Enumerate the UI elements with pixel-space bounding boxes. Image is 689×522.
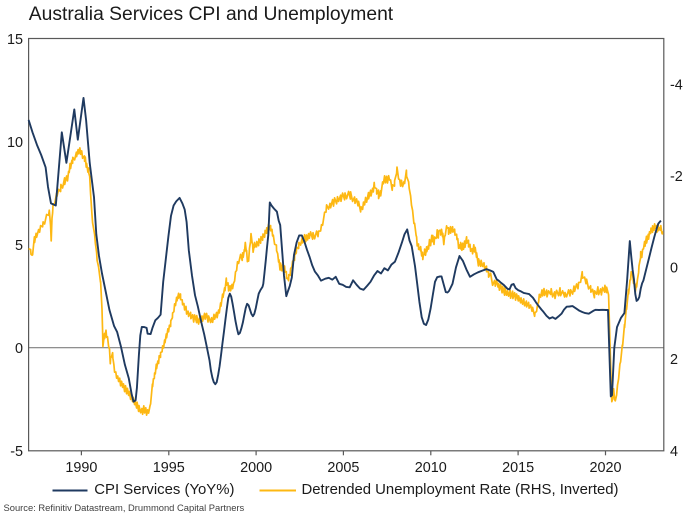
svg-text:2000: 2000 [240, 460, 272, 476]
svg-text:2: 2 [670, 352, 678, 368]
svg-text:-2: -2 [670, 169, 683, 185]
svg-text:1990: 1990 [65, 460, 97, 476]
svg-text:0: 0 [670, 261, 678, 277]
svg-text:-5: -5 [10, 444, 23, 460]
svg-text:1995: 1995 [153, 460, 185, 476]
svg-text:2005: 2005 [327, 460, 359, 476]
svg-text:CPI Services (YoY%): CPI Services (YoY%) [94, 482, 234, 498]
svg-text:15: 15 [7, 32, 23, 48]
svg-text:0: 0 [15, 341, 23, 357]
svg-text:4: 4 [670, 444, 678, 460]
svg-text:2015: 2015 [502, 460, 534, 476]
svg-text:10: 10 [7, 135, 23, 151]
svg-text:Detrended Unemployment Rate (R: Detrended Unemployment Rate (RHS, Invert… [302, 482, 619, 498]
svg-text:-4: -4 [670, 77, 683, 93]
svg-text:5: 5 [15, 238, 23, 254]
svg-text:Source: Refinitiv Datastream,: Source: Refinitiv Datastream, Drummond C… [4, 502, 245, 513]
svg-text:2020: 2020 [589, 460, 621, 476]
svg-text:Australia Services CPI and Une: Australia Services CPI and Unemployment [29, 4, 394, 25]
svg-text:2010: 2010 [415, 460, 447, 476]
